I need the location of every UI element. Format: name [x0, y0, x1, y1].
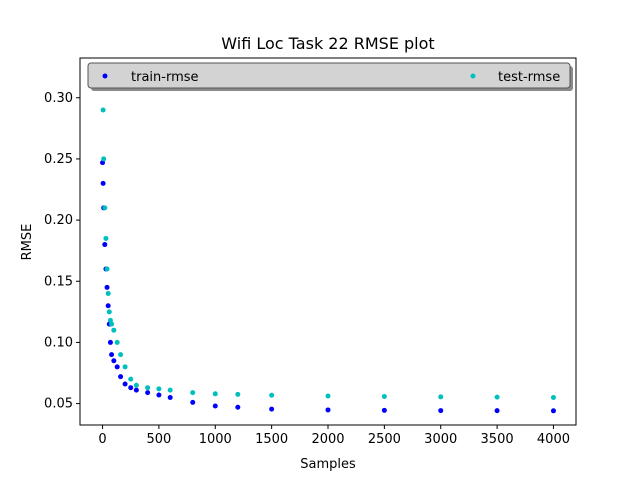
test-point — [133, 382, 139, 388]
test-point — [105, 290, 111, 296]
test-point — [494, 394, 500, 400]
test-point — [325, 393, 331, 399]
test-point — [111, 327, 117, 333]
test-point — [156, 386, 162, 392]
train-point — [122, 381, 128, 387]
test-point — [106, 309, 112, 315]
test-point — [128, 376, 134, 382]
test-point — [145, 385, 151, 391]
train-point — [269, 406, 275, 412]
test-point — [269, 392, 275, 398]
train-point — [114, 364, 120, 370]
test-point — [212, 391, 218, 397]
train-point — [133, 387, 139, 393]
legend-label-test: test-rmse — [498, 70, 560, 85]
test-point — [109, 321, 115, 327]
x-tick-label: 1000 — [199, 432, 232, 447]
x-tick-label: 500 — [146, 432, 171, 447]
test-point — [118, 352, 124, 358]
legend-label-train: train-rmse — [131, 70, 199, 85]
y-tick-label: 0.20 — [44, 213, 73, 228]
x-tick-label: 2000 — [311, 432, 344, 447]
test-point — [122, 364, 128, 370]
x-axis-ticks: 0 500 1000 1500 2000 2500 3000 3500 4000 — [98, 425, 570, 447]
train-point — [105, 303, 111, 309]
train-point — [111, 358, 117, 364]
train-point — [128, 385, 134, 391]
train-point — [107, 339, 113, 345]
train-point — [381, 407, 387, 413]
train-point — [212, 403, 218, 409]
y-tick-label: 0.25 — [44, 152, 73, 167]
train-point — [156, 392, 162, 398]
legend: train-rmse test-rmse — [87, 62, 573, 91]
y-axis-ticks: 0.05 0.10 0.15 0.20 0.25 0.30 — [44, 91, 80, 412]
y-tick-label: 0.10 — [44, 335, 73, 350]
test-point — [438, 394, 444, 400]
legend-marker-train — [102, 73, 108, 79]
test-point — [381, 393, 387, 399]
chart-title: Wifi Loc Task 22 RMSE plot — [221, 34, 434, 53]
train-point — [145, 390, 151, 396]
train-point — [235, 404, 241, 410]
train-point — [438, 408, 444, 414]
plot-area-frame — [79, 57, 577, 426]
train-point — [102, 242, 108, 248]
train-series — [100, 160, 556, 414]
train-point — [109, 352, 115, 358]
x-tick-label: 1500 — [255, 432, 288, 447]
test-point — [104, 266, 110, 272]
x-tick-label: 3500 — [481, 432, 514, 447]
test-point — [235, 391, 241, 397]
train-point — [550, 408, 556, 414]
train-point — [118, 374, 124, 380]
y-tick-label: 0.05 — [44, 397, 73, 412]
legend-box — [87, 62, 571, 89]
y-tick-label: 0.30 — [44, 91, 73, 106]
test-point — [103, 235, 109, 241]
train-point — [100, 180, 106, 186]
test-point — [101, 156, 107, 162]
train-point — [167, 394, 173, 400]
x-tick-label: 3000 — [424, 432, 457, 447]
train-point — [325, 407, 331, 413]
x-tick-label: 4000 — [537, 432, 570, 447]
x-tick-label: 0 — [98, 432, 106, 447]
legend-marker-test — [470, 73, 476, 79]
test-point — [190, 390, 196, 396]
test-point — [167, 387, 173, 393]
test-point — [102, 205, 108, 211]
train-point — [104, 284, 110, 290]
y-tick-label: 0.15 — [44, 274, 73, 289]
test-series — [100, 83, 556, 400]
y-axis-label: RMSE — [20, 224, 35, 261]
test-point — [550, 394, 556, 400]
test-point — [114, 339, 120, 345]
x-axis-label: Samples — [300, 457, 356, 472]
x-tick-label: 2500 — [368, 432, 401, 447]
train-point — [190, 399, 196, 405]
test-point — [100, 107, 106, 113]
train-point — [494, 408, 500, 414]
